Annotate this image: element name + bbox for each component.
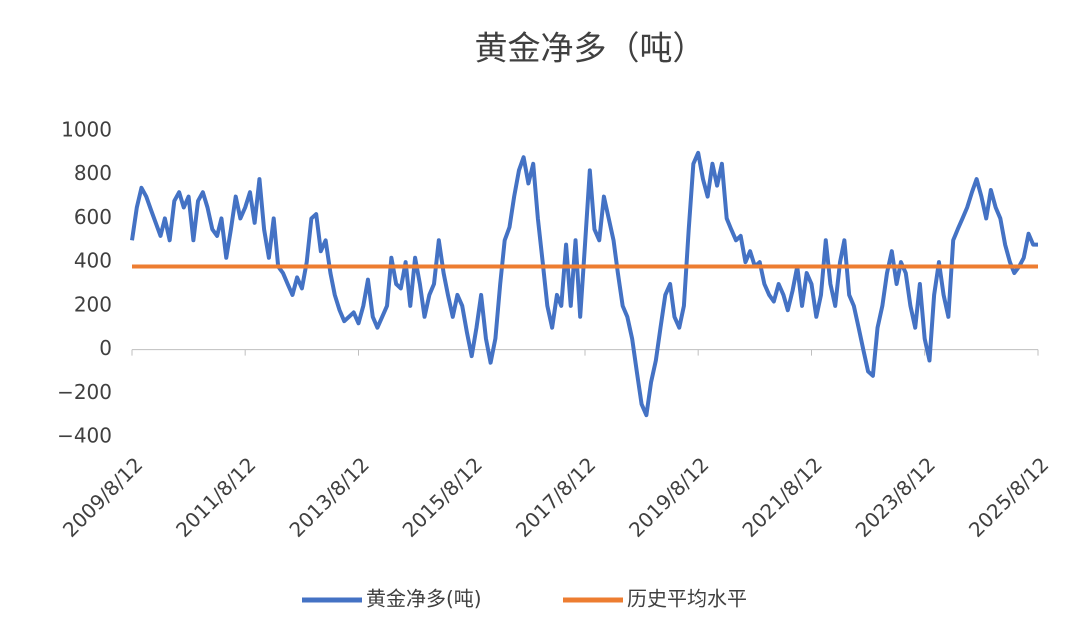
x-tick-label: 2015/8/12	[398, 452, 487, 541]
x-tick-label: 2023/8/12	[851, 452, 940, 541]
x-tick-label: 2019/8/12	[624, 452, 713, 541]
legend-label: 历史平均水平	[627, 587, 747, 611]
x-tick-label: 2021/8/12	[737, 452, 826, 541]
series-line	[130, 150, 1038, 418]
legend-label: 黄金净多(吨)	[366, 587, 482, 611]
y-tick-label: 800	[74, 161, 112, 185]
y-tick-label: 0	[99, 336, 112, 360]
y-tick-label: −200	[57, 380, 112, 404]
y-tick-label: 600	[74, 205, 112, 229]
y-tick-label: −400	[57, 424, 112, 448]
y-tick-label: 200	[74, 292, 112, 316]
y-tick-label: 1000	[61, 118, 112, 142]
x-tick-label: 2017/8/12	[511, 452, 600, 541]
x-tick-label: 2013/8/12	[284, 452, 373, 541]
x-tick-label: 2025/8/12	[964, 452, 1053, 541]
chart-title: 黄金净多（吨）	[475, 29, 706, 68]
x-tick-label: 2011/8/12	[171, 452, 260, 541]
y-tick-label: 400	[74, 249, 112, 273]
x-tick-label: 2009/8/12	[58, 452, 147, 541]
